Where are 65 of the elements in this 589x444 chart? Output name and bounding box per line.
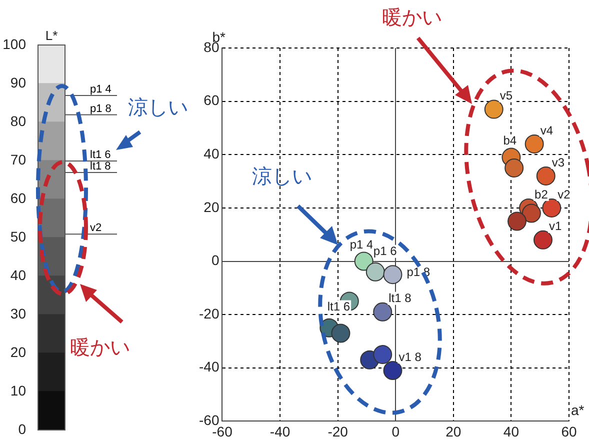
x-tick-label: -40 xyxy=(270,423,290,440)
text: p1 8 xyxy=(90,102,112,115)
text: lt1 8 xyxy=(90,160,111,173)
bar xyxy=(38,391,65,430)
bar xyxy=(38,352,65,392)
point xyxy=(484,100,504,119)
point xyxy=(383,361,402,380)
annotation: v1 8 xyxy=(398,350,422,364)
point xyxy=(504,158,524,178)
annotation: b4 xyxy=(503,134,517,148)
point xyxy=(542,198,562,218)
y-tick-label: 60 xyxy=(204,92,220,108)
annotation: v4 xyxy=(540,123,554,138)
annotation: v5 xyxy=(500,88,513,103)
y-tick-label: -40 xyxy=(199,358,220,375)
y-tick-label: 40 xyxy=(10,266,26,283)
x-tick-label: 60 xyxy=(561,423,577,440)
annotation: lt1 6 xyxy=(327,300,350,314)
annotation: v3 xyxy=(552,155,565,170)
y-tick-label: 20 xyxy=(204,198,220,215)
point xyxy=(524,134,544,154)
y-tick-label: 20 xyxy=(10,344,26,360)
chart-title: L* xyxy=(45,28,58,44)
text: v2 xyxy=(90,222,102,234)
y-tick-label: 50 xyxy=(10,228,26,244)
y-tick-label: 0 xyxy=(211,252,220,268)
point xyxy=(366,262,385,282)
point xyxy=(373,302,392,322)
point xyxy=(536,166,556,186)
y-tick-label: 90 xyxy=(10,74,26,90)
text: p1 4 xyxy=(90,84,112,96)
y-tick-label: -60 xyxy=(199,412,220,428)
point xyxy=(354,252,374,271)
y-tick-label: 30 xyxy=(10,305,26,322)
text: lt1 6 xyxy=(90,149,111,162)
text: 暖かい xyxy=(70,334,130,361)
annotation: v1 xyxy=(548,219,562,234)
annotation: p1 6 xyxy=(373,244,398,258)
point xyxy=(331,324,350,343)
annotation: p1 4 xyxy=(350,238,374,252)
y-tick-label: 70 xyxy=(10,151,26,168)
annotation: v2 xyxy=(558,187,571,202)
point xyxy=(533,230,552,250)
point xyxy=(507,212,526,231)
x-tick-label: 40 xyxy=(503,423,520,440)
text: 暖かい xyxy=(382,4,442,31)
annotation: lt1 8 xyxy=(388,291,412,306)
point xyxy=(383,265,402,284)
y-tick-label: 80 xyxy=(10,112,26,129)
bar xyxy=(38,45,65,84)
x-axis-title: a* xyxy=(571,402,585,418)
annotation: 涼しい xyxy=(252,163,312,190)
y-tick-label: -20 xyxy=(199,305,220,322)
y-tick-label: 100 xyxy=(2,36,26,52)
point xyxy=(522,204,541,223)
y-tick-label: 10 xyxy=(10,382,26,398)
y-tick-label: 40 xyxy=(204,145,220,162)
x-tick-label: 0 xyxy=(392,423,400,440)
text: 涼しい xyxy=(128,94,188,121)
x-tick-label: 20 xyxy=(446,423,462,440)
point xyxy=(373,345,392,364)
bar xyxy=(38,314,65,354)
y-tick-label: 60 xyxy=(10,190,26,206)
x-tick-label: -20 xyxy=(328,423,348,440)
annotation: b2 xyxy=(534,187,548,202)
